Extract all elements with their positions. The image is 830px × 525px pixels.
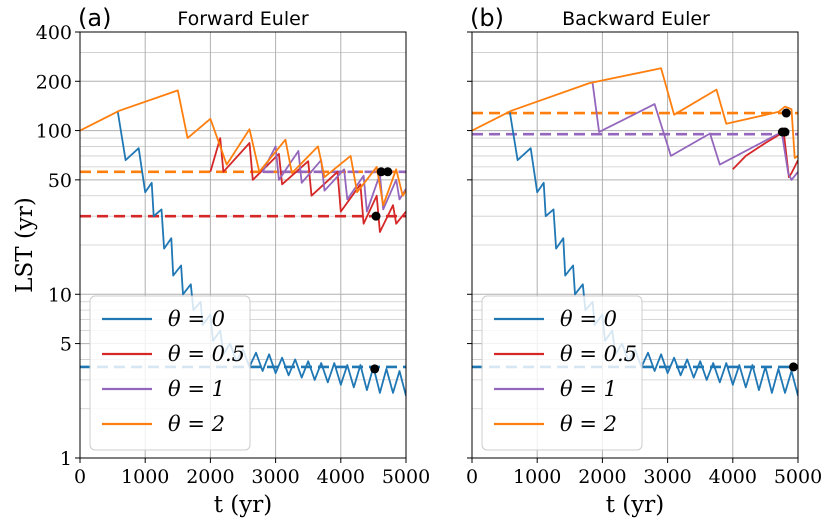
ticks-b: 0 1000 2000 3000 4000 5000 [466,31,822,488]
plot-frame-a [79,31,407,459]
panel-label-a: (a) [78,4,111,32]
legend-box [481,295,643,451]
y-axis-label: LST (yr) [12,197,38,293]
y-tick-label: 50 [48,170,72,192]
legend-label: θ = 1 [560,377,617,401]
panel-title-backward-euler: Backward Euler [562,8,710,30]
series-line-1 [591,82,798,181]
legend-label: θ = 0.5 [168,342,245,366]
y-tick-label: 10 [48,284,72,306]
x-axis-label-a: t (yr) [214,492,273,518]
legend-label: θ = 0 [168,307,225,331]
legend-label: θ = 1 [168,377,225,401]
x-axis-label-b: t (yr) [606,492,665,518]
y-tick-label: 5 [60,334,72,356]
marker-point [371,211,381,221]
y-tick-label: 200 [36,71,72,93]
legend-label: θ = 0 [560,307,617,331]
series-line-0 [116,111,406,397]
x-tick-label: 2000 [578,466,626,488]
series-line-1 [261,145,406,213]
marker-point [370,364,380,374]
panel-forward-euler: (a) Forward Euler 0 1000 2000 3000 4000 5000 1… [36,4,430,488]
x-tick-label: 3000 [643,466,691,488]
x-tick-label: 1000 [513,466,561,488]
y-tick-label: 1 [60,448,72,470]
x-tick-label: 0 [466,466,478,488]
legend-label: θ = 2 [168,412,225,436]
marker-point [383,167,393,177]
x-tick-label: 3000 [251,466,299,488]
y-tick-label: 100 [36,121,72,143]
y-tick-label: 400 [36,22,72,44]
x-tick-label: 5000 [774,466,822,488]
marker-point [780,127,790,137]
panel-title-forward-euler: Forward Euler [177,8,308,30]
series-line-2 [80,89,406,207]
ticks-a: 0 1000 2000 3000 4000 5000 1 5 10 50 100 200 400 [36,22,430,488]
legend-b: θ = 0 θ = 0.5 θ = 1 θ = 2 [481,295,643,451]
x-tick-label: 4000 [709,466,757,488]
x-tick-label: 5000 [382,466,430,488]
legend-label: θ = 2 [560,412,617,436]
legend-label: θ = 0.5 [560,342,637,366]
marker-point [788,362,798,372]
x-tick-label: 4000 [317,466,365,488]
legend-a: θ = 0 θ = 0.5 θ = 1 θ = 2 [89,295,251,451]
legend-box [89,295,251,451]
plot-frame-b [471,31,799,459]
series-line-2 [472,67,798,159]
x-tick-label: 2000 [186,466,234,488]
marker-point [376,167,386,177]
x-tick-label: 1000 [121,466,169,488]
panel-backward-euler: (b) Backward Euler 0 1000 2000 3000 4000 5000… [466,4,822,488]
x-tick-label: 0 [74,466,86,488]
marker-point [781,108,791,118]
panel-label-b: (b) [470,4,504,32]
series-line-0 [508,111,798,397]
